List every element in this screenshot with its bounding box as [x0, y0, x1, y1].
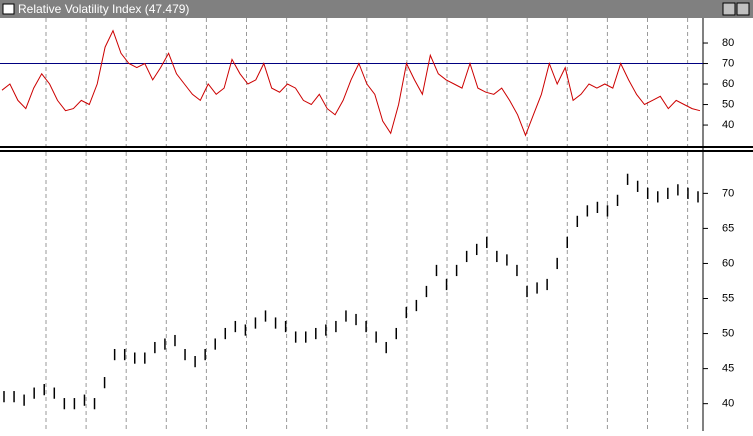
- y-tick-label: 45: [722, 363, 734, 375]
- y-tick-label: 70: [722, 187, 734, 199]
- chart-title: Relative Volatility Index (47.479): [18, 2, 189, 16]
- title-bar: [0, 0, 753, 18]
- window-icon: [2, 3, 15, 15]
- y-tick-label: 40: [722, 398, 734, 410]
- y-tick-label: 60: [722, 78, 734, 90]
- restore-button[interactable]: [722, 2, 736, 16]
- close-button[interactable]: [736, 2, 750, 16]
- y-tick-label: 65: [722, 222, 734, 234]
- y-tick-label: 55: [722, 292, 734, 304]
- y-tick-label: 80: [722, 37, 734, 49]
- rvi-line: [1, 29, 701, 137]
- y-tick-label: 60: [722, 257, 734, 269]
- y-tick-label: 50: [722, 327, 734, 339]
- y-tick-label: 40: [722, 119, 734, 131]
- y-tick-label: 50: [722, 98, 734, 110]
- y-tick-label: 70: [722, 57, 734, 69]
